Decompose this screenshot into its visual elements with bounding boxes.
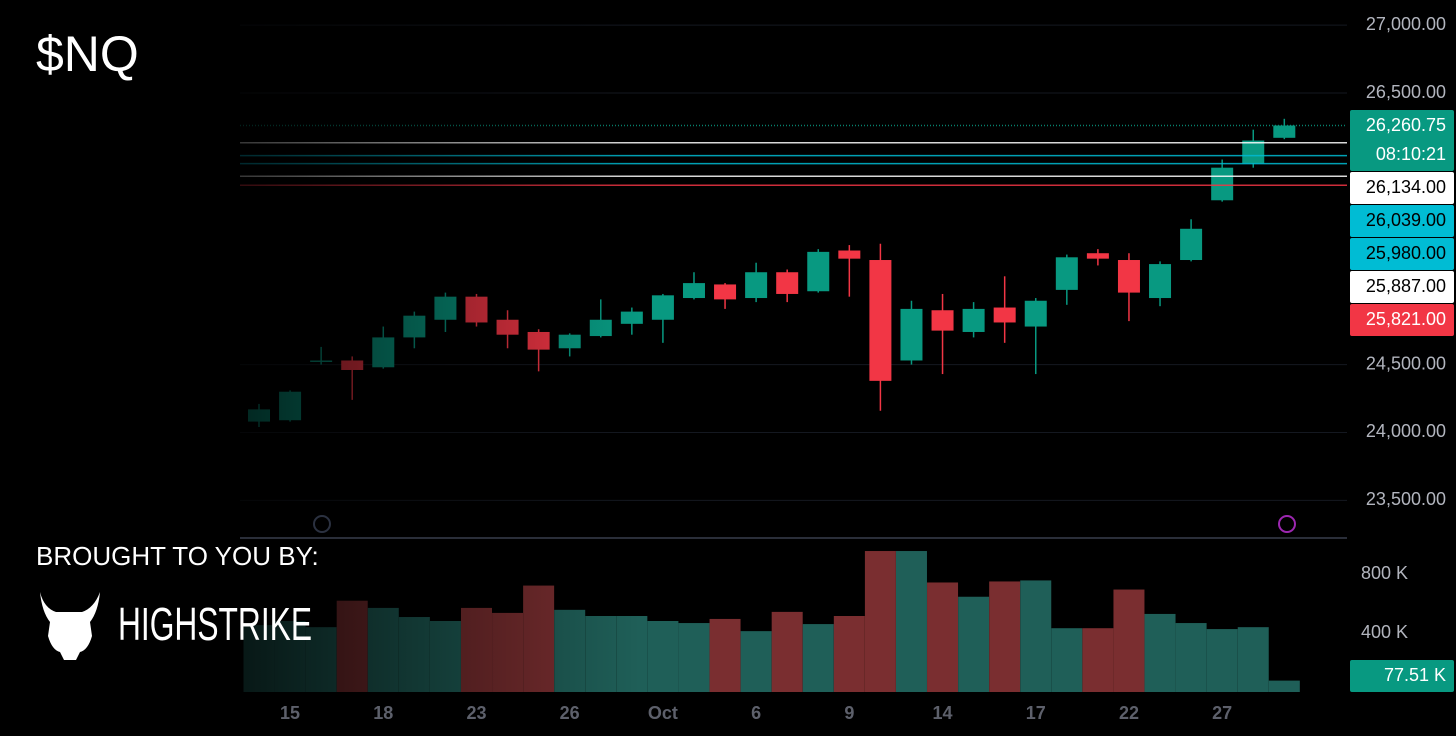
chart-title: $NQ (36, 26, 139, 82)
event-icon (1278, 515, 1296, 533)
candle-body (838, 250, 861, 259)
candle-body (1211, 167, 1234, 201)
candle-body (1024, 300, 1047, 327)
x-tick-label: 17 (1026, 703, 1046, 723)
fade-overlay (240, 0, 640, 692)
price-label: 26,039.00 (1366, 210, 1446, 230)
price-label: 26,260.75 (1366, 115, 1446, 135)
x-tick-label: 14 (933, 703, 953, 723)
x-tick-label: 27 (1212, 703, 1232, 723)
candle-body (1086, 253, 1109, 259)
candle-body (1242, 140, 1265, 164)
candle-body (869, 260, 892, 381)
candle-body (807, 251, 830, 292)
sponsor-brand: HIGHSTRIKE (118, 598, 312, 650)
x-tick-label: 15 (280, 703, 300, 723)
y-tick-label: 26,500.00 (1366, 82, 1446, 102)
volume-tick-label: 800 K (1361, 563, 1408, 583)
volume-tick-label: 400 K (1361, 622, 1408, 642)
volume-bar (1051, 628, 1083, 692)
volume-bar (1020, 580, 1052, 692)
candle-body (1180, 228, 1203, 261)
price-label: 25,980.00 (1366, 243, 1446, 263)
x-tick-label: 18 (373, 703, 393, 723)
volume-bar (895, 551, 927, 692)
candle-body (993, 307, 1016, 323)
volume-bar (678, 623, 710, 692)
price-label-box (1350, 205, 1454, 237)
axes: 23,500.00 24,000.00 24,500.00 26,500.00 27,0… (280, 14, 1454, 723)
volume-bar (1175, 623, 1207, 692)
candle-body (745, 272, 768, 299)
volume-value-label: 77.51 K (1384, 665, 1446, 685)
volume-bar (833, 616, 865, 692)
volume-bar (1113, 589, 1145, 692)
candle-body (776, 272, 799, 294)
candle-body (682, 283, 705, 299)
y-tick-label: 24,000.00 (1366, 421, 1446, 441)
price-label-box (1350, 172, 1454, 204)
y-tick-label: 27,000.00 (1366, 14, 1446, 34)
price-label: 25,821.00 (1366, 309, 1446, 329)
candle-body (1273, 125, 1296, 138)
sponsor-caption: BROUGHT TO YOU BY: (36, 541, 319, 571)
x-tick-label: 23 (466, 703, 486, 723)
x-tick-label: 6 (751, 703, 761, 723)
y-tick-label: 24,500.00 (1366, 353, 1446, 373)
volume-bar (1268, 680, 1300, 692)
price-label: 26,134.00 (1366, 177, 1446, 197)
volume-bar (958, 596, 990, 692)
x-tick-label: 26 (560, 703, 580, 723)
volume-bar (1144, 613, 1176, 692)
volume-bar (709, 618, 741, 692)
countdown: 08:10:21 (1376, 144, 1446, 164)
volume-bar (1206, 629, 1238, 692)
volume-bar (864, 551, 896, 692)
candle-body (1149, 264, 1172, 299)
volume-label-box (1350, 660, 1454, 692)
x-tick-label: 22 (1119, 703, 1139, 723)
volume-bar (771, 611, 803, 692)
candle-body (931, 310, 954, 331)
candle-body (651, 295, 674, 320)
candle-body (1055, 257, 1078, 290)
volume-bar (647, 620, 679, 692)
price-label-box (1350, 304, 1454, 336)
candle-body (900, 308, 923, 361)
price-label-box (1350, 271, 1454, 303)
bull-logo (40, 592, 100, 660)
volume-bar (1082, 628, 1114, 692)
event-icon (313, 515, 331, 533)
volume-bar (927, 582, 959, 692)
volume-bar (1237, 627, 1269, 692)
volume-bar (989, 581, 1021, 692)
x-tick-label: 9 (844, 703, 854, 723)
x-tick-label: Oct (648, 703, 678, 723)
price-label: 25,887.00 (1366, 276, 1446, 296)
volume-bar (740, 631, 772, 692)
price-label-box (1350, 110, 1454, 171)
y-tick-label: 23,500.00 (1366, 489, 1446, 509)
price-label-box (1350, 238, 1454, 270)
candle-body (714, 284, 737, 300)
candle-body (962, 308, 985, 332)
volume-bar (802, 624, 834, 692)
candle-body (1117, 260, 1140, 293)
